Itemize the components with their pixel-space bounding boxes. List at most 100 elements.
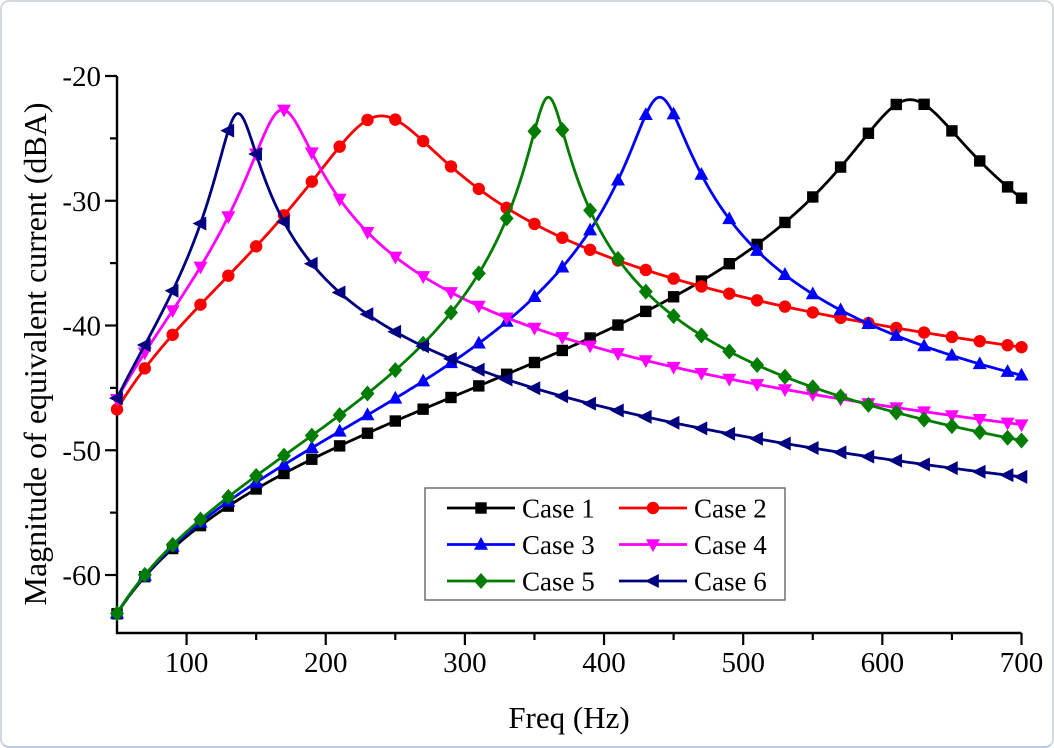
series-marker xyxy=(443,304,458,321)
series-marker xyxy=(584,332,596,344)
series-marker xyxy=(221,488,236,505)
legend-label: Case 2 xyxy=(694,494,767,524)
series-case-6 xyxy=(109,112,1028,484)
series-marker xyxy=(582,396,596,411)
series-marker xyxy=(833,388,848,405)
series-marker xyxy=(555,332,570,345)
series-marker xyxy=(610,348,625,361)
series-marker xyxy=(889,328,904,341)
series-line xyxy=(115,112,1022,479)
series-marker xyxy=(583,340,598,354)
series-marker xyxy=(248,147,262,162)
series-marker xyxy=(359,307,374,322)
series-marker xyxy=(889,404,904,421)
series-marker xyxy=(749,431,763,446)
series-marker xyxy=(917,411,932,428)
series-marker xyxy=(665,415,680,430)
series-marker xyxy=(388,362,403,379)
series-marker xyxy=(973,334,986,348)
series-marker xyxy=(304,147,319,161)
series-marker xyxy=(303,256,318,271)
series-marker xyxy=(332,423,347,437)
series-marker xyxy=(389,113,402,126)
series-marker xyxy=(1000,364,1015,377)
series-marker xyxy=(612,319,624,331)
legend-marker-circle xyxy=(646,501,660,515)
series-marker xyxy=(220,123,235,138)
series-marker xyxy=(528,217,541,231)
series-marker xyxy=(443,287,458,300)
series-marker xyxy=(137,566,152,583)
series-marker xyxy=(638,283,653,300)
legend-item-case-5: Case 5 xyxy=(447,567,595,597)
series-marker xyxy=(389,415,402,427)
series-marker xyxy=(777,384,792,398)
series-marker xyxy=(917,338,932,352)
series-marker xyxy=(805,286,820,300)
series-marker xyxy=(388,390,403,404)
series-marker xyxy=(1001,181,1014,193)
series-marker xyxy=(694,367,709,381)
series-marker xyxy=(500,368,513,380)
series-marker xyxy=(804,441,819,456)
series-marker xyxy=(361,427,374,439)
series-case-5 xyxy=(110,95,1029,622)
series-marker xyxy=(1000,429,1015,446)
series-marker xyxy=(332,407,347,424)
series-marker xyxy=(278,467,290,480)
series-marker xyxy=(109,391,123,406)
series-marker xyxy=(222,269,235,282)
series-marker xyxy=(583,222,598,236)
series-marker xyxy=(944,418,959,435)
series-marker xyxy=(666,106,681,120)
series-marker xyxy=(750,243,765,256)
series-marker xyxy=(387,324,402,339)
series-marker xyxy=(275,214,290,229)
y-tick-label--60: -60 xyxy=(62,560,101,592)
series-marker xyxy=(583,202,598,219)
series-marker xyxy=(776,436,791,451)
y-tick-label--30: -30 xyxy=(62,186,101,218)
series-marker xyxy=(890,321,903,335)
series-marker xyxy=(722,211,737,225)
series-marker xyxy=(527,123,542,140)
series-marker xyxy=(610,172,625,186)
y-tick-label--40: -40 xyxy=(62,311,101,343)
legend-marker-square xyxy=(475,502,487,514)
series-marker xyxy=(888,453,903,468)
series-marker xyxy=(276,104,291,118)
series-marker xyxy=(193,511,208,528)
series-marker xyxy=(667,272,680,285)
series-marker xyxy=(332,193,347,207)
series-marker xyxy=(861,316,876,329)
series-marker xyxy=(777,368,792,385)
series-marker xyxy=(331,285,346,300)
axis-lines xyxy=(115,76,1022,635)
legend-label: Case 4 xyxy=(694,530,767,560)
series-marker xyxy=(638,355,653,369)
series-marker xyxy=(974,155,986,167)
series-marker xyxy=(721,426,736,441)
series-marker xyxy=(360,407,375,421)
series-marker xyxy=(304,427,319,444)
series-layer xyxy=(109,95,1029,622)
series-marker xyxy=(1014,432,1029,449)
legend-item-case-3: Case 3 xyxy=(447,530,595,560)
series-marker xyxy=(164,283,179,298)
x-tick-label-100: 100 xyxy=(165,647,209,679)
series-marker xyxy=(416,134,430,148)
series-marker xyxy=(470,362,485,377)
series-marker xyxy=(416,271,431,284)
series-marker xyxy=(333,140,346,153)
series-marker xyxy=(722,373,737,387)
series-marker xyxy=(777,267,792,280)
series-marker xyxy=(723,258,735,270)
y-tick-label--20: -20 xyxy=(62,61,101,93)
legend-marker-diamond xyxy=(474,573,488,589)
series-marker xyxy=(250,483,262,495)
x-tick-label-600: 600 xyxy=(861,647,905,679)
series-marker xyxy=(360,385,375,402)
legend-label: Case 6 xyxy=(694,567,767,597)
series-marker xyxy=(861,396,876,413)
series-marker xyxy=(944,410,959,424)
